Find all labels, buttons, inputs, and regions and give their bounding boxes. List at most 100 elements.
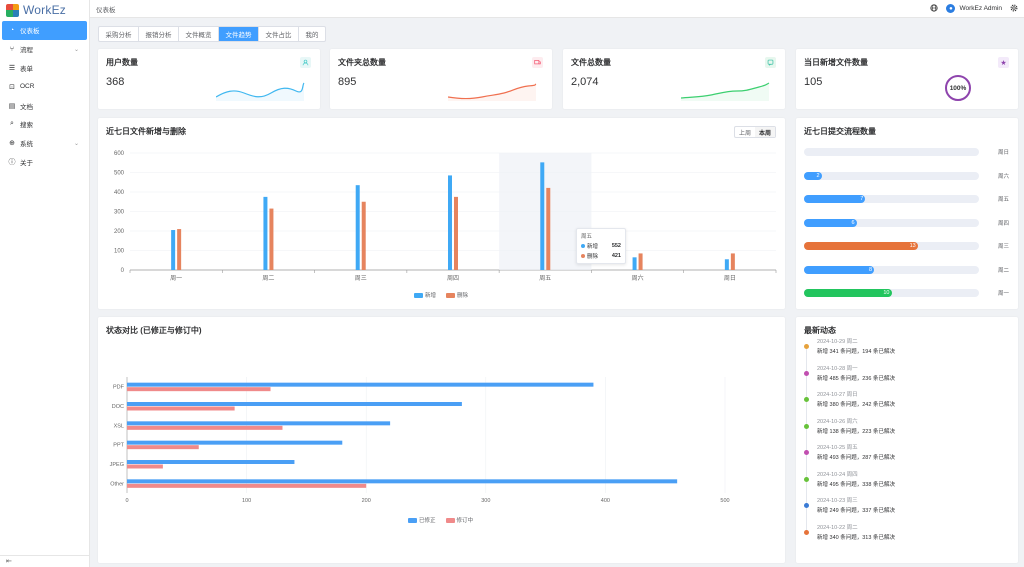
y-tick-label: 0 bbox=[121, 268, 125, 274]
activity-text: 新增 380 条问题，242 条已解决 bbox=[817, 402, 895, 408]
x-tick-label: 周二 bbox=[262, 275, 274, 282]
process-progress-bar: 13 bbox=[804, 242, 979, 250]
bar-已修正-DOC[interactable] bbox=[127, 402, 462, 406]
collapse-sidebar-icon[interactable]: ⇤ bbox=[6, 558, 12, 565]
sidebar-item-4[interactable]: ▤ 文档 bbox=[0, 96, 89, 115]
users-sparkline bbox=[216, 82, 305, 101]
logo[interactable]: WorkEz bbox=[0, 0, 89, 20]
sidebar-item-3[interactable]: ⊡ OCR bbox=[0, 77, 89, 96]
stat-title: 用户数量 bbox=[106, 58, 138, 67]
process-progress-bar: 6 bbox=[804, 218, 979, 227]
bar-删除-周六[interactable] bbox=[638, 253, 643, 270]
user-menu[interactable]: ● WorkEz Admin bbox=[946, 4, 1002, 13]
sidebar-item-5[interactable]: ⌕ 搜索 bbox=[0, 115, 89, 134]
file-icon bbox=[765, 57, 776, 68]
legend-item[interactable]: 删除 bbox=[446, 291, 468, 299]
activity-date: 2024-10-27 周日 bbox=[817, 392, 858, 398]
week-toggle: 上周 本周 bbox=[733, 126, 776, 138]
tab-5[interactable]: 我的 bbox=[305, 32, 319, 39]
bar-新增-周四[interactable] bbox=[448, 175, 452, 270]
bar-已修正-Other[interactable] bbox=[127, 479, 678, 484]
tab-0[interactable]: 采购分析 bbox=[99, 27, 139, 41]
tab-3[interactable]: 文件趋势 bbox=[219, 27, 259, 41]
timeline-connector bbox=[806, 375, 807, 399]
sidebar-item-2[interactable]: ☰ 表单 bbox=[0, 59, 89, 78]
activity-date: 2024-10-29 周二 bbox=[817, 339, 858, 345]
bar-删除-周二[interactable] bbox=[269, 208, 274, 270]
x-tick-label: 周六 bbox=[632, 274, 644, 282]
sidebar-item-7[interactable]: ⓘ 关于 bbox=[0, 153, 89, 172]
activity-date: 2024-10-25 周五 bbox=[817, 445, 858, 451]
form-icon: ☰ bbox=[8, 64, 16, 72]
stat-value: 2,074 bbox=[571, 76, 599, 88]
document-icon: ▤ bbox=[8, 102, 16, 110]
activity-text: 新增 495 条问题，338 条已解决 bbox=[817, 481, 895, 488]
chevron-down-icon: ⌄ bbox=[73, 46, 79, 53]
bar-新增-周六[interactable] bbox=[632, 257, 637, 270]
y-tick-label: PDF bbox=[113, 385, 125, 391]
bar-新增-周二[interactable] bbox=[263, 196, 268, 270]
sidebar-item-1[interactable]: ⑂ 流程 ⌄ bbox=[0, 40, 89, 59]
bar-新增-周一[interactable] bbox=[171, 230, 176, 270]
activity-item: 2024-10-25 周五 新增 493 条问题，287 条已解决 bbox=[804, 443, 1004, 478]
progress-day-label: 周日 bbox=[997, 150, 1009, 156]
bar-修订中-JPEG[interactable] bbox=[127, 464, 163, 469]
bar-修订中-Other[interactable] bbox=[127, 483, 367, 488]
this-week-button[interactable]: 本周 bbox=[754, 127, 775, 137]
settings-icon[interactable] bbox=[1010, 4, 1018, 14]
chart-title: 状态对比 (已修正与修订中) bbox=[106, 326, 202, 335]
bar-删除-周四[interactable] bbox=[454, 196, 458, 270]
process-progress-bar: 7 bbox=[804, 195, 979, 203]
bar-已修正-JPEG[interactable] bbox=[127, 460, 295, 464]
breadcrumb[interactable]: 仪表板 bbox=[96, 6, 116, 14]
activity-text: 新增 485 条问题，236 条已解决 bbox=[817, 375, 895, 382]
timeline-dot bbox=[804, 503, 809, 508]
search-icon: ⌕ bbox=[10, 120, 14, 128]
bar-新增-周三[interactable] bbox=[355, 185, 360, 270]
sidebar-item-0[interactable]: ◔ 仪表板 bbox=[2, 21, 87, 40]
process-count-card: 近七日提交流程数量 周日 2 周六 7 周五 6 周四 13 周三 8 周二 10 周一 bbox=[796, 118, 1018, 309]
legend-item[interactable]: 已修正 bbox=[408, 516, 436, 524]
chart-title: 近七日文件新增与删除 bbox=[106, 127, 186, 136]
tooltip-title: 周五 bbox=[581, 234, 593, 240]
activity-title: 最新动态 bbox=[804, 326, 836, 335]
last-week-button[interactable]: 上周 bbox=[738, 130, 751, 137]
tooltip-value: 552 bbox=[611, 243, 621, 249]
bar-删除-周三[interactable] bbox=[361, 201, 366, 270]
bar-已修正-PDF[interactable] bbox=[127, 382, 594, 387]
legend-label: 删除 bbox=[457, 293, 469, 299]
bar-修订中-PDF[interactable] bbox=[127, 387, 271, 392]
bar-已修正-PPT[interactable] bbox=[127, 440, 343, 445]
bar-修订中-DOC[interactable] bbox=[127, 406, 235, 411]
bar-修订中-XSL[interactable] bbox=[127, 425, 283, 430]
y-tick-label: Other bbox=[110, 481, 124, 487]
bar-新增-周五[interactable] bbox=[540, 162, 545, 270]
legend-label: 新增 bbox=[425, 293, 437, 299]
tab-4[interactable]: 文件占比 bbox=[259, 27, 299, 41]
legend-item[interactable]: 修订中 bbox=[445, 516, 473, 524]
x-tick-label: 周四 bbox=[447, 275, 459, 282]
bar-删除-周日[interactable] bbox=[730, 253, 735, 270]
progress-day-label: 周四 bbox=[997, 220, 1009, 227]
bar-已修正-XSL[interactable] bbox=[127, 421, 391, 426]
tab-1[interactable]: 报销分析 bbox=[139, 27, 179, 41]
tooltip-row: 新增 552 bbox=[581, 242, 621, 250]
bar-删除-周五[interactable] bbox=[546, 187, 551, 270]
bar-删除-周一[interactable] bbox=[177, 229, 182, 270]
sidebar-menu: ◔ 仪表板 ⑂ 流程 ⌄ ☰ 表单 ⊡ OCR ▤ 文档 ⌕ 搜索 ⊕ 系统 ⌄ ⓘ 关于 bbox=[0, 21, 89, 171]
sidebar-item-6[interactable]: ⊕ 系统 ⌄ bbox=[0, 134, 89, 153]
chart-tooltip: 周五 新增 552 删除 421 bbox=[576, 228, 626, 264]
bar-新增-周日[interactable] bbox=[724, 259, 729, 270]
bar-修订中-PPT[interactable] bbox=[127, 445, 199, 450]
stat-title: 文件总数量 bbox=[571, 58, 611, 67]
tab-2[interactable]: 文件概览 bbox=[179, 27, 219, 41]
timeline-dot bbox=[804, 529, 809, 535]
process-progress-bar: 10 bbox=[804, 289, 979, 297]
stat-card-daily-files: 当日新增文件数量 105 ★ 100% bbox=[796, 49, 1018, 109]
top-bar: 仪表板 ● WorkEz Admin bbox=[90, 0, 1024, 18]
progress-fill: 8 bbox=[804, 265, 874, 274]
y-tick-label: 300 bbox=[114, 210, 125, 216]
legend-item[interactable]: 新增 bbox=[414, 291, 436, 299]
x-tick-label: 300 bbox=[481, 498, 490, 504]
language-icon[interactable] bbox=[930, 3, 939, 14]
